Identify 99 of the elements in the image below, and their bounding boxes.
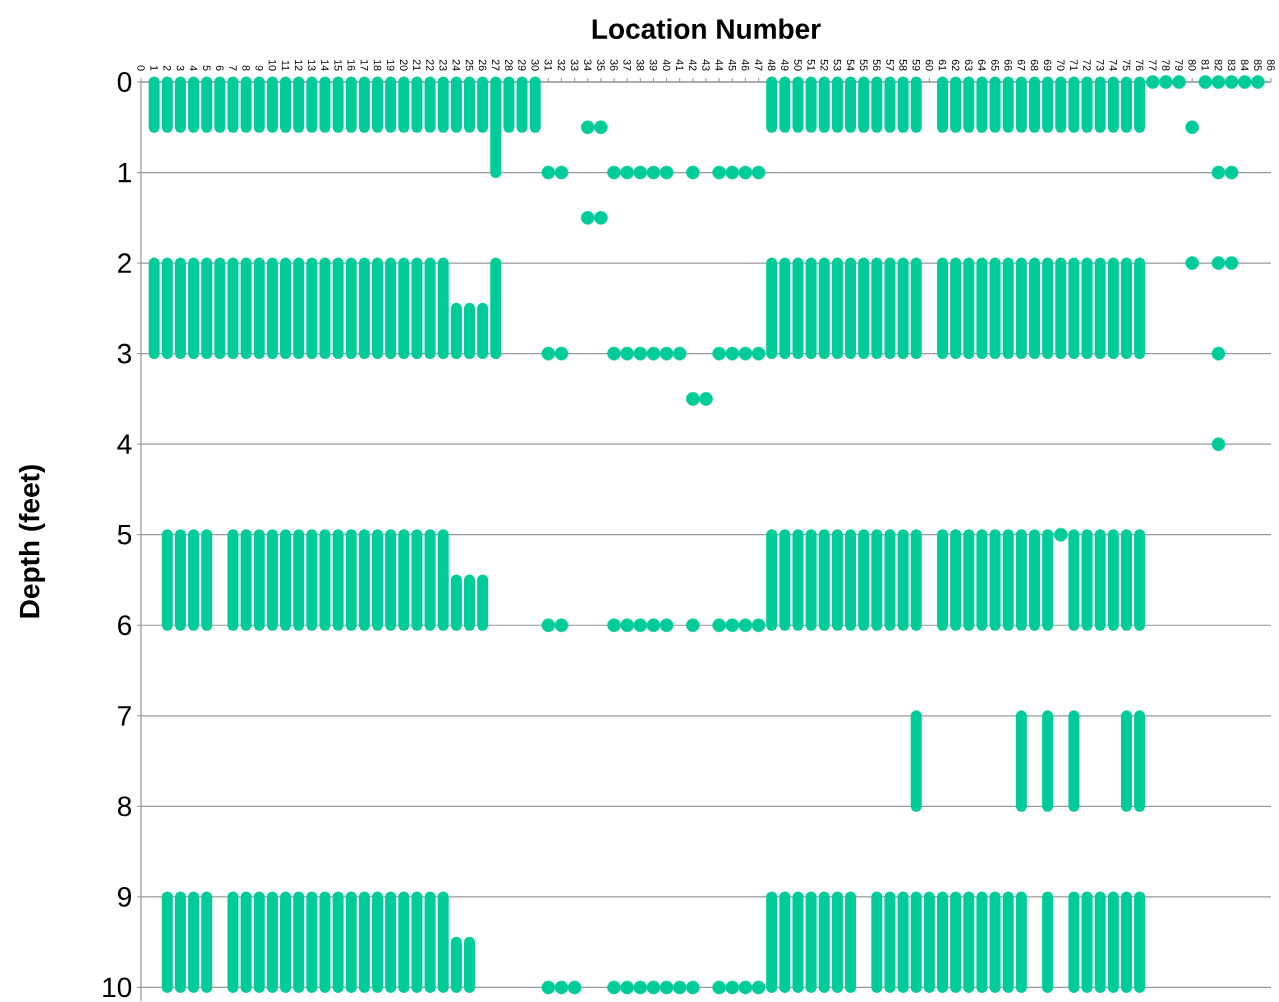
- x-tick-label: 76: [1135, 59, 1144, 71]
- x-tick-label: 11: [281, 60, 290, 71]
- y-tick-label: 7: [118, 706, 131, 726]
- x-tick-label: 28: [505, 59, 513, 71]
- x-tick-label: 4: [189, 65, 198, 71]
- x-tick-label: 26: [478, 59, 487, 71]
- x-tick-label: 62: [951, 59, 960, 71]
- x-tick-label: 3: [176, 65, 185, 71]
- x-tick-label: 25: [465, 59, 474, 71]
- x-tick-label: 56: [873, 59, 881, 71]
- x-tick-label: 80: [1188, 59, 1196, 71]
- x-tick-label: 29: [518, 59, 526, 71]
- x-tick-label: 34: [583, 59, 592, 71]
- x-tick-label: 63: [965, 59, 973, 71]
- x-tick-label: 43: [702, 59, 710, 71]
- x-tick-label: 53: [833, 59, 842, 71]
- x-tick-label: 79: [1175, 59, 1183, 71]
- x-tick-label: 10: [268, 60, 277, 71]
- x-tick-label: 61: [938, 59, 947, 71]
- y-tick-label: 2: [118, 253, 131, 273]
- x-tick-label: 77: [1149, 59, 1157, 71]
- x-tick-label: 14: [321, 60, 329, 71]
- x-tick-label: 39: [649, 59, 658, 71]
- x-tick-label: 50: [794, 59, 802, 71]
- x-tick-label: 19: [386, 60, 395, 71]
- x-tick-label: 48: [767, 59, 776, 71]
- x-tick-label: 71: [1070, 59, 1078, 71]
- x-tick-label: 21: [413, 59, 421, 71]
- y-tick-label: 3: [117, 343, 132, 364]
- x-tick-label: 20: [400, 59, 408, 71]
- x-tick-label: 73: [1096, 59, 1104, 71]
- x-tick-label: 42: [689, 59, 697, 71]
- y-tick-label: 6: [118, 615, 132, 636]
- x-tick-label: 46: [741, 59, 750, 71]
- x-tick-label: 57: [886, 59, 894, 71]
- x-tick-label: 70: [1056, 59, 1065, 71]
- x-tick-label: 7: [229, 65, 237, 71]
- x-tick-label: 37: [623, 59, 631, 71]
- x-tick-label: 67: [1017, 59, 1026, 71]
- x-tick-label: 15: [334, 60, 342, 71]
- x-tick-label: 0: [137, 65, 145, 71]
- x-tick-label: 55: [859, 59, 868, 71]
- x-tick-label: 66: [1004, 59, 1012, 71]
- x-tick-label: 40: [662, 59, 671, 71]
- x-tick-label: 22: [426, 59, 434, 71]
- x-tick-label: 72: [1083, 59, 1091, 71]
- x-tick-label: 83: [1227, 59, 1236, 71]
- x-tick-label: 54: [846, 59, 855, 71]
- y-tick-label: 5: [117, 524, 132, 545]
- x-tick-label: 1: [150, 65, 158, 71]
- x-tick-label: 45: [728, 59, 736, 71]
- x-tick-label: 17: [360, 60, 369, 71]
- x-tick-label: 47: [754, 59, 763, 71]
- x-tick-label: 12: [294, 60, 303, 71]
- x-tick-label: 13: [308, 60, 316, 71]
- x-tick-label: 9: [255, 65, 264, 71]
- y-tick-label: 8: [117, 796, 132, 817]
- x-tick-label: 81: [1201, 59, 1210, 71]
- y-tick-label: 1: [118, 162, 131, 183]
- x-tick-label: 27: [492, 59, 500, 71]
- x-tick-label: 51: [807, 59, 815, 71]
- x-tick-label: 68: [1030, 59, 1039, 71]
- x-tick-label: 86: [1267, 59, 1275, 71]
- x-tick-label: 75: [1122, 59, 1131, 71]
- x-tick-label: 32: [557, 59, 566, 71]
- x-tick-label: 36: [610, 59, 618, 71]
- x-tick-label: 49: [781, 59, 789, 71]
- x-tick-label: 41: [676, 59, 684, 71]
- x-tick-label: 52: [820, 59, 829, 71]
- x-tick-label: 35: [597, 59, 605, 71]
- x-tick-label: 18: [373, 60, 382, 71]
- x-tick-label: 6: [216, 65, 224, 71]
- x-tick-label: 5: [202, 65, 211, 71]
- x-tick-label: 84: [1240, 59, 1249, 71]
- x-axis-title: Location Number: [592, 18, 821, 39]
- x-tick-label: 31: [544, 59, 553, 71]
- y-tick-label: 4: [117, 434, 132, 454]
- y-tick-label: 10: [103, 977, 132, 998]
- x-tick-label: 2: [163, 65, 171, 71]
- y-axis-title: Depth (feet): [18, 465, 46, 618]
- x-tick-label: 85: [1254, 59, 1262, 71]
- y-tick-label: 9: [118, 886, 131, 907]
- x-tick-label: 58: [899, 59, 907, 71]
- x-tick-label: 38: [636, 59, 645, 71]
- x-tick-label: 44: [715, 59, 723, 71]
- x-tick-label: 23: [439, 59, 447, 71]
- x-tick-label: 24: [452, 59, 461, 71]
- x-tick-label: 74: [1109, 59, 1117, 71]
- x-tick-label: 59: [912, 59, 920, 71]
- x-tick-label: 60: [925, 59, 934, 71]
- x-tick-label: 8: [242, 65, 250, 71]
- x-tick-label: 64: [978, 59, 986, 71]
- x-tick-label: 78: [1162, 59, 1170, 71]
- x-tick-label: 30: [531, 59, 539, 71]
- x-tick-label: 82: [1214, 59, 1223, 71]
- x-tick-label: 33: [570, 59, 579, 71]
- x-tick-label: 69: [1043, 59, 1052, 71]
- x-tick-label: 65: [991, 59, 999, 71]
- x-tick-label: 16: [347, 60, 356, 71]
